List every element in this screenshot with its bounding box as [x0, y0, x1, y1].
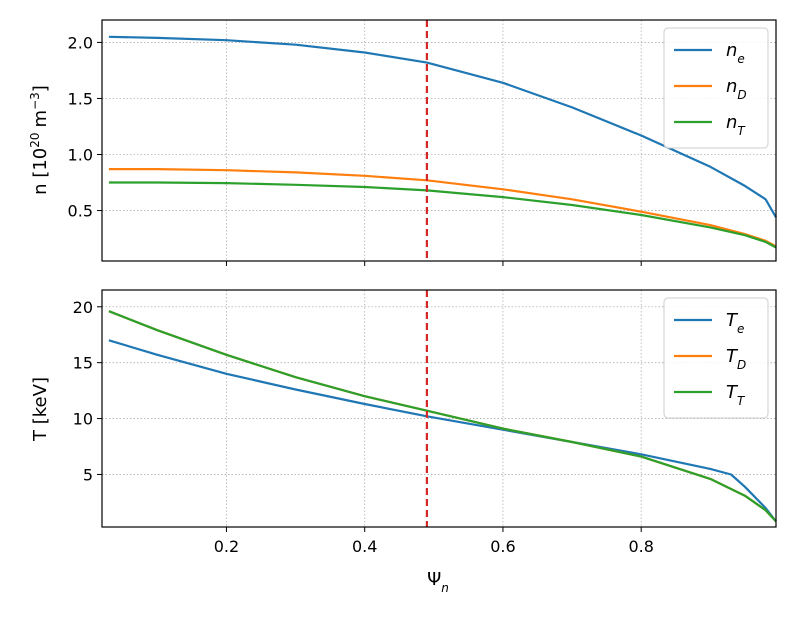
density-series-n-T: [108, 181, 777, 249]
temperature-xtick-label-3: 0.8: [628, 537, 653, 556]
temperature-axes-frame: [101, 289, 777, 528]
density-ytick-label-2: 1.5: [68, 89, 93, 108]
density-axes-frame: [101, 19, 777, 262]
temperature-xtick-label-2: 0.6: [490, 537, 515, 556]
temperature-legend: [663, 297, 769, 419]
density-legend-label-1: nD: [726, 76, 747, 102]
temperature-legend-label-2: TT: [726, 382, 746, 408]
temperature-xtick-label-0: 0.2: [214, 537, 239, 556]
density-legend-label-0: ne: [726, 40, 745, 66]
temperature-legend-label-0: Te: [726, 310, 744, 336]
temperature-ytick-label-1: 10: [73, 410, 93, 429]
density-series-n-e: [108, 35, 777, 218]
density-panel: 0.5 1.0 1.5 2.0 ne nD nT: [68, 19, 777, 266]
density-ytick-label-3: 2.0: [68, 33, 93, 52]
temperature-panel: 5 10 15 20 0.2 0.4 0.6 0.8 Te TD TT: [73, 289, 777, 556]
density-ytick-label-1: 1.0: [68, 146, 93, 165]
density-ylabel: n [1020m−3]: [28, 85, 51, 195]
density-legend-label-2: nT: [726, 112, 746, 138]
temperature-ytick-label-0: 5: [83, 465, 93, 484]
density-ytick-label-0: 0.5: [68, 202, 93, 221]
density-legend: [663, 27, 769, 149]
temperature-xtick-label-1: 0.4: [352, 537, 377, 556]
temperature-ytick-label-2: 15: [73, 354, 93, 373]
x-axis-label: Ψn: [427, 569, 449, 595]
density-series-n-D: [108, 168, 777, 248]
temperature-series-T-T: [108, 310, 777, 523]
temperature-legend-label-1: TD: [726, 346, 746, 372]
temperature-ytick-label-3: 20: [73, 298, 93, 317]
temperature-ylabel: T [keV]: [30, 377, 51, 442]
